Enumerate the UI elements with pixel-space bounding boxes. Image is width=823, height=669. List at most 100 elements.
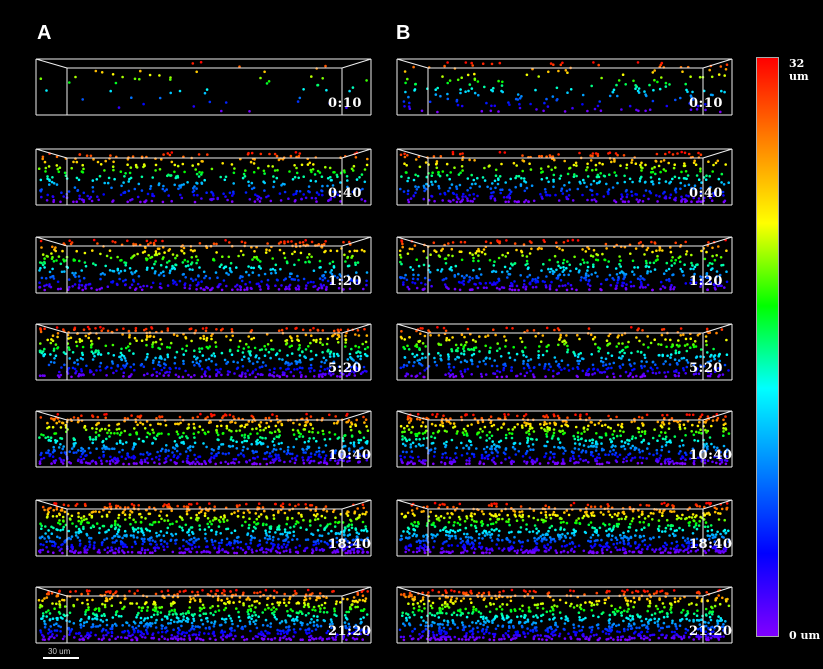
- cell-dot: [717, 177, 721, 181]
- cell-dot: [197, 162, 200, 166]
- cell-dot: [614, 152, 618, 155]
- cell-dot: [277, 442, 281, 445]
- cell-dot: [151, 428, 154, 432]
- cell-dot: [90, 339, 93, 343]
- cell-dot: [173, 267, 177, 271]
- cell-dot: [225, 271, 228, 275]
- cell-dot: [224, 414, 228, 417]
- cell-dot: [184, 369, 187, 373]
- cell-dot: [264, 436, 267, 440]
- cell-dot: [228, 241, 231, 244]
- cell-dot: [304, 593, 308, 596]
- cell-dot: [197, 362, 201, 366]
- cell-dot: [281, 505, 285, 509]
- cell-dot: [262, 428, 265, 432]
- cell-dot: [245, 460, 248, 463]
- cell-dot: [174, 256, 177, 260]
- cell-dot: [230, 353, 234, 356]
- cell-dot: [331, 551, 335, 554]
- cell-dot: [110, 366, 113, 370]
- cell-dot: [176, 592, 179, 596]
- cell-dot: [294, 242, 298, 246]
- cell-dot: [225, 543, 229, 547]
- cell-dot: [314, 506, 318, 509]
- cell-dot: [608, 173, 611, 176]
- cell-dot: [539, 167, 543, 170]
- cell-dot: [310, 255, 313, 259]
- cell-dot: [607, 152, 610, 155]
- cell-dot: [123, 283, 127, 287]
- cell-dot: [161, 187, 165, 191]
- cell-dot: [48, 612, 52, 615]
- cell-dot: [403, 105, 406, 108]
- cell-dot: [179, 421, 182, 425]
- cell-dot: [625, 188, 628, 192]
- cell-dot: [177, 617, 180, 620]
- cell-dot: [119, 269, 123, 273]
- cell-dot: [302, 193, 306, 196]
- cell-dot: [39, 342, 42, 345]
- cell-dot: [141, 531, 145, 534]
- cell-dot: [282, 550, 286, 553]
- cell-dot: [674, 98, 677, 102]
- cell-dot: [54, 354, 58, 357]
- cell-dot: [136, 195, 140, 199]
- cell-dot: [171, 534, 174, 537]
- cell-dot: [470, 87, 474, 90]
- cell-dot: [723, 90, 726, 94]
- cell-dot: [337, 354, 340, 358]
- cell-dot: [542, 109, 545, 113]
- cell-dot: [648, 108, 652, 111]
- cell-dot: [312, 614, 316, 618]
- cell-dot: [155, 618, 158, 622]
- cell-dot: [555, 86, 559, 90]
- cell-dot: [616, 181, 619, 185]
- cell-dot: [157, 520, 161, 524]
- cell-dot: [159, 338, 162, 341]
- cell-dot: [343, 621, 347, 624]
- cell-dot: [301, 435, 305, 438]
- cell-dot: [163, 503, 166, 506]
- cell-dot: [277, 453, 280, 457]
- cell-dot: [326, 177, 330, 180]
- cell-dot: [137, 504, 140, 507]
- cell-dot: [268, 527, 272, 530]
- cell-dot: [164, 424, 168, 427]
- cell-dot: [307, 185, 311, 188]
- cell-dot: [189, 516, 193, 520]
- cell-dot: [310, 504, 314, 507]
- cell-dot: [41, 548, 45, 552]
- cell-dot: [182, 431, 185, 435]
- cell-dot: [537, 75, 540, 78]
- cell-dot: [277, 456, 281, 459]
- cell-dot: [54, 343, 58, 346]
- cell-dot: [190, 461, 194, 465]
- cell-dot: [345, 638, 348, 642]
- cell-dot: [175, 613, 178, 616]
- cell-dot: [626, 193, 629, 196]
- cell-dot: [313, 173, 317, 176]
- cell-dot: [324, 444, 328, 447]
- cell-dot: [143, 624, 146, 628]
- cell-dot: [222, 279, 226, 282]
- cell-dot: [56, 335, 59, 339]
- cell-dot: [525, 73, 529, 77]
- cell-dot: [45, 610, 48, 614]
- cell-dot: [276, 374, 279, 377]
- cell-dot: [191, 360, 195, 364]
- cell-dot: [699, 191, 703, 195]
- cell-dot: [359, 447, 362, 450]
- cell-dot: [307, 367, 311, 370]
- cell-dot: [501, 253, 504, 257]
- cell-dot: [167, 622, 170, 625]
- cell-dot: [683, 164, 687, 168]
- cell-dot: [182, 544, 185, 548]
- cell-dot: [242, 455, 246, 458]
- cell-dot: [47, 507, 50, 510]
- cell-dot: [134, 528, 138, 531]
- cell-dot: [56, 287, 60, 291]
- cell-dot: [112, 354, 116, 357]
- cell-dot: [603, 174, 607, 178]
- cell-dot: [349, 441, 353, 445]
- cell-dot: [355, 249, 359, 253]
